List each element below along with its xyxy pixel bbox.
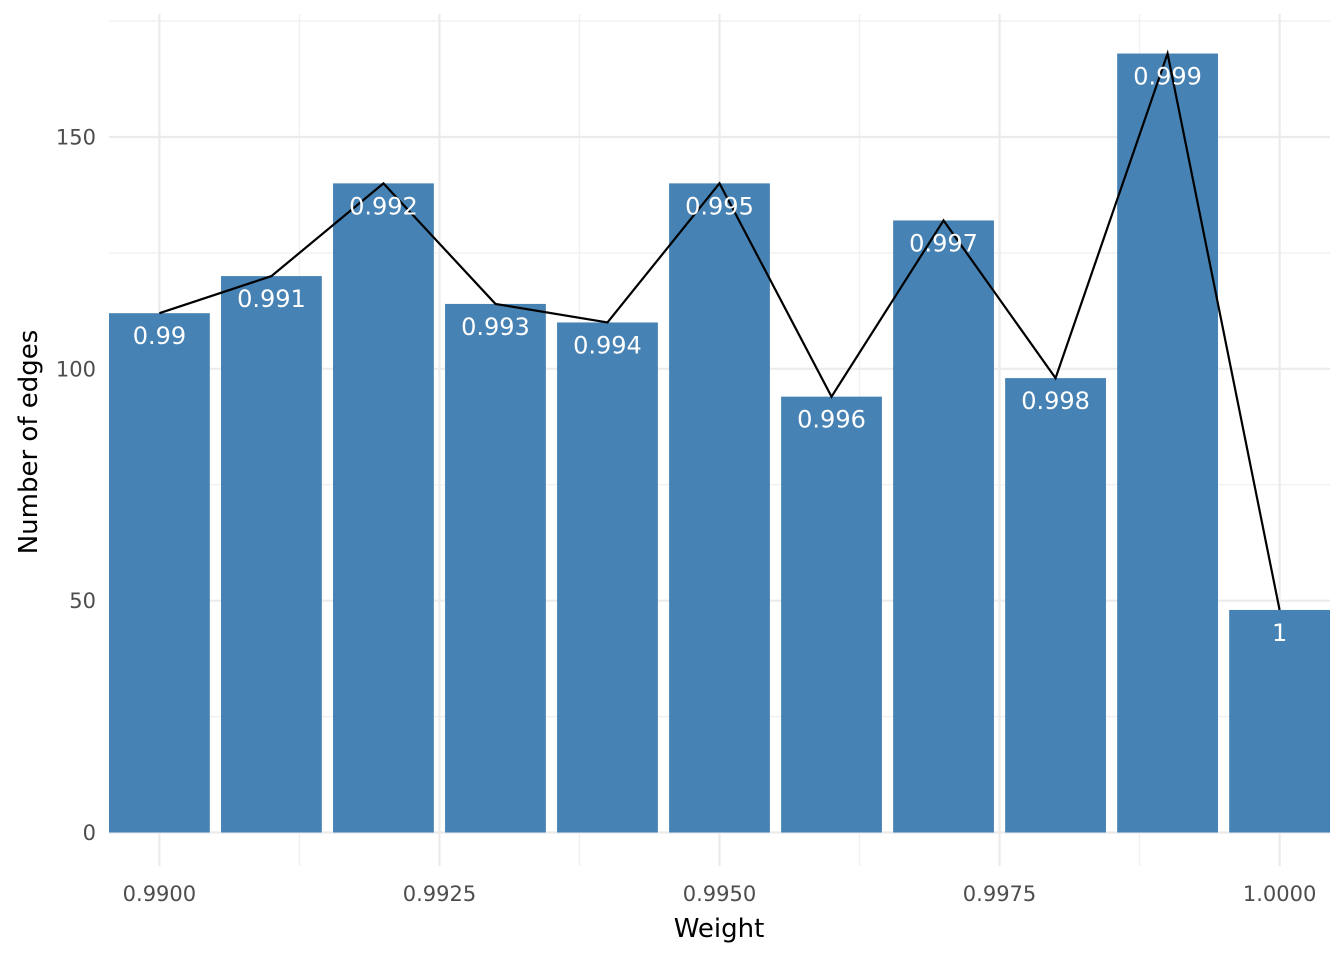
bar [669, 183, 770, 833]
bar [1117, 53, 1218, 833]
y-axis-ticks: 0 50 100 150 [56, 126, 96, 846]
bar-label: 0.991 [237, 285, 306, 313]
y-tick-label: 100 [56, 357, 96, 381]
bars [109, 53, 1330, 833]
bar-label: 0.992 [349, 192, 418, 220]
bar [557, 322, 658, 833]
x-axis-title: Weight [674, 914, 765, 944]
bar [445, 303, 546, 833]
bar-label: 0.994 [573, 331, 642, 359]
trend-line-group [159, 49, 1281, 611]
bar [1005, 378, 1106, 833]
x-tick-label: 0.9975 [963, 882, 1036, 906]
trend-line [159, 49, 1281, 611]
bar-label: 0.99 [133, 322, 186, 350]
bar-label: 0.995 [685, 192, 754, 220]
bar-label: 0.996 [797, 406, 866, 434]
y-axis-title: Number of edges [14, 330, 44, 555]
x-tick-label: 1.0000 [1243, 882, 1316, 906]
x-tick-label: 0.9950 [683, 882, 756, 906]
bar-label: 0.993 [461, 313, 530, 341]
bar-label: 0.999 [1133, 63, 1202, 91]
bar [1229, 609, 1330, 833]
bar [221, 276, 322, 833]
x-tick-label: 0.9925 [403, 882, 476, 906]
bar [893, 220, 994, 833]
bar-label: 1 [1272, 619, 1287, 647]
y-tick-label: 150 [56, 126, 96, 150]
y-tick-label: 50 [69, 589, 96, 613]
bar-labels: 0.99 0.991 0.992 0.993 0.994 0.995 0.996 0.997 0… [133, 63, 1288, 647]
x-tick-label: 0.9900 [123, 882, 196, 906]
y-tick-label: 0 [83, 821, 96, 845]
bar [781, 396, 882, 833]
bar-label: 0.998 [1021, 387, 1090, 415]
bar [109, 313, 210, 833]
bar [333, 183, 434, 833]
bar-label: 0.997 [909, 229, 978, 257]
x-axis-ticks: 0.9900 0.9925 0.9950 0.9975 1.0000 [123, 882, 1317, 906]
